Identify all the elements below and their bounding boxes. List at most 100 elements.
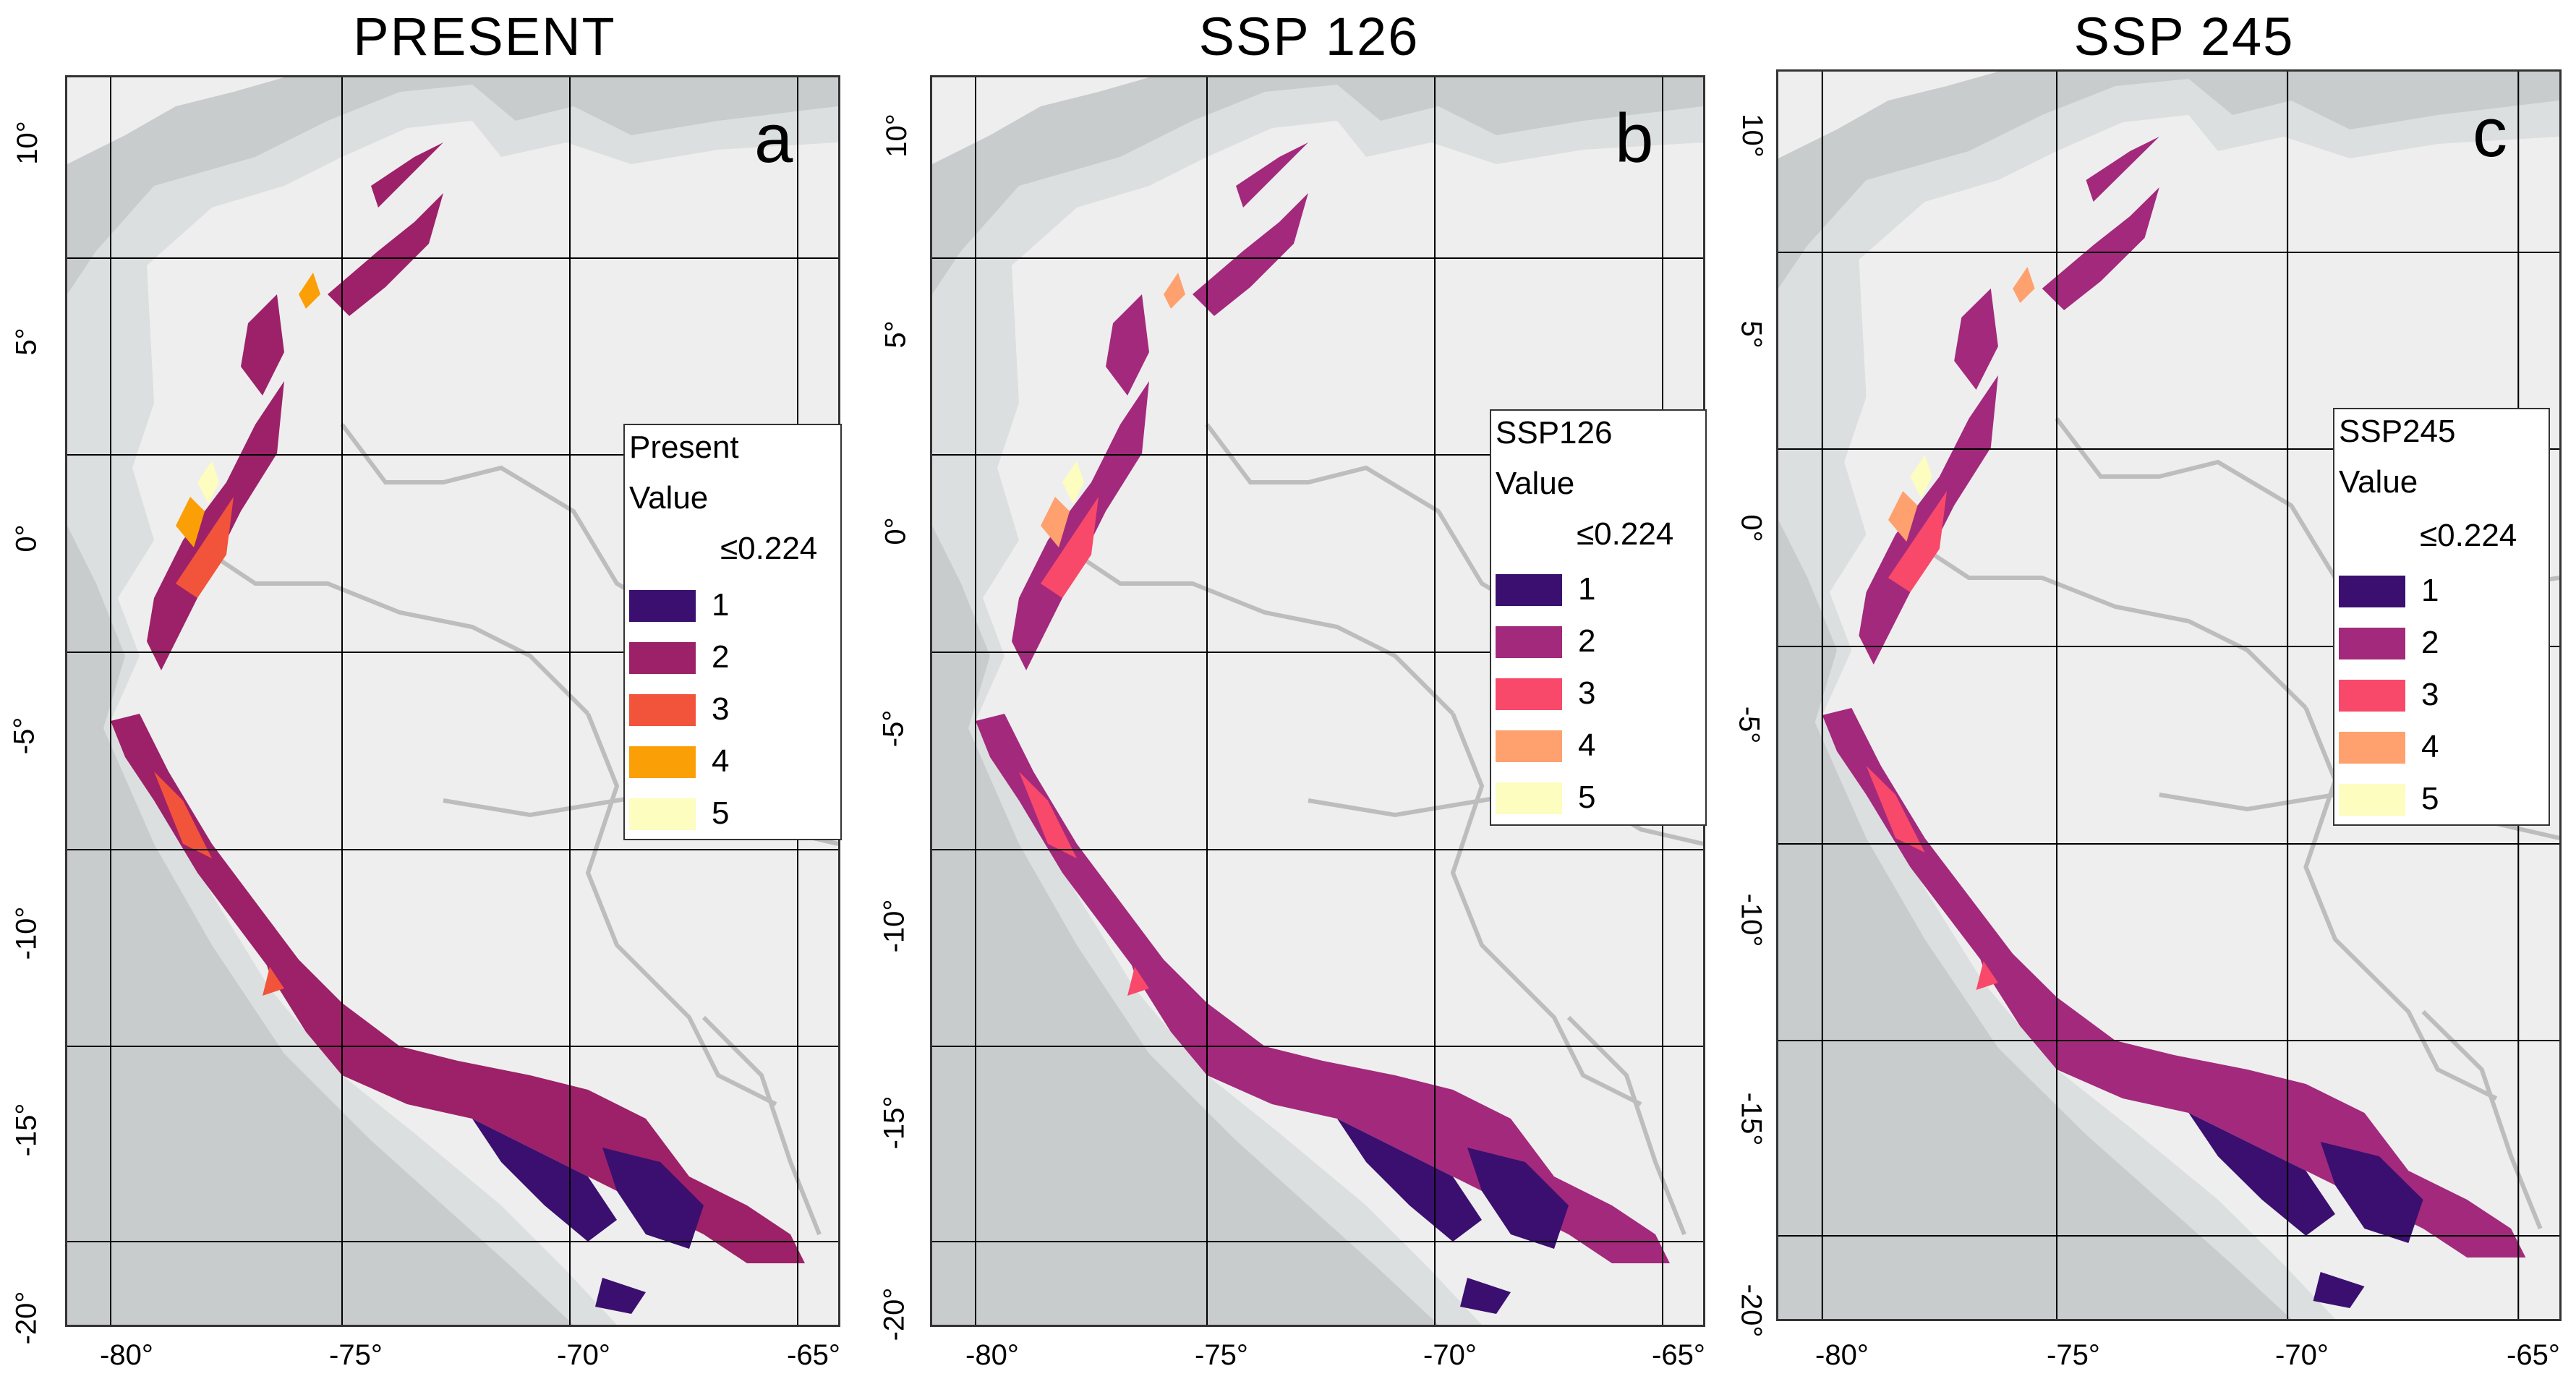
lat-label: -10° bbox=[1735, 893, 1767, 947]
legend-swatch bbox=[629, 694, 696, 726]
suitability-area bbox=[263, 967, 284, 996]
suitability-area bbox=[2320, 1142, 2423, 1243]
suitability-area bbox=[2188, 1113, 2335, 1236]
legend-label: 3 bbox=[1578, 675, 1596, 711]
panel-letter: a bbox=[754, 100, 793, 177]
suitability-area bbox=[371, 142, 443, 208]
legend-swatch bbox=[1496, 574, 1562, 606]
country-border bbox=[1075, 552, 1455, 716]
land bbox=[67, 77, 284, 164]
lon-label: -75° bbox=[329, 1339, 383, 1371]
legend-label: 5 bbox=[1578, 780, 1596, 815]
suitability-area bbox=[1193, 193, 1308, 316]
country-border bbox=[1923, 547, 2308, 710]
map-frame[interactable]: c bbox=[1776, 69, 2562, 1321]
lat-label: -15° bbox=[878, 1096, 910, 1150]
suitability-area bbox=[1019, 772, 1077, 858]
lat-label: 5° bbox=[879, 320, 912, 349]
suitability-area bbox=[1954, 289, 1998, 390]
high-suitability-area bbox=[299, 273, 320, 309]
suitability-area bbox=[176, 497, 234, 598]
lat-label: -20° bbox=[10, 1291, 43, 1345]
lat-label: 10° bbox=[880, 114, 913, 158]
legend-swatch bbox=[1496, 782, 1562, 814]
legend-label: 5 bbox=[712, 795, 730, 831]
legend-label: 3 bbox=[2421, 677, 2439, 712]
high-suitability-area bbox=[1888, 491, 1918, 542]
legend-swatch bbox=[2339, 680, 2405, 712]
legend-subtitle: Value bbox=[629, 480, 709, 516]
legend-label: 1 bbox=[712, 587, 730, 623]
lat-label: 10° bbox=[11, 121, 43, 165]
map-frame[interactable]: b bbox=[930, 75, 1705, 1327]
legend-swatch bbox=[2339, 732, 2405, 764]
legend-swatch bbox=[629, 590, 696, 622]
legend: SSP245 Value ≤0.224 1 2 3 4 5 bbox=[2333, 408, 2550, 826]
legend-title: Present bbox=[629, 430, 739, 465]
panel-title: SSP 126 bbox=[1198, 7, 1420, 67]
panel-letter: c bbox=[2473, 94, 2507, 171]
suitability-area bbox=[1460, 1278, 1511, 1314]
high-suitability-area bbox=[2013, 267, 2035, 303]
legend: SSP126 Value ≤0.224 1 2 3 4 5 bbox=[1490, 409, 1707, 826]
legend-swatch bbox=[1496, 678, 1562, 710]
lat-label: 0° bbox=[879, 517, 912, 545]
suitability-area bbox=[602, 1148, 704, 1249]
lon-label: -80° bbox=[1815, 1339, 1869, 1371]
legend-swatch bbox=[629, 798, 696, 830]
suitability-area bbox=[1106, 294, 1149, 396]
suitability-area bbox=[328, 193, 443, 316]
panel-title: PRESENT bbox=[353, 7, 616, 67]
lat-label: -5° bbox=[1733, 706, 1765, 744]
lon-label: -75° bbox=[1195, 1339, 1248, 1371]
lat-label: -5° bbox=[877, 709, 910, 748]
lat-label: -20° bbox=[1735, 1284, 1767, 1338]
suitability-area bbox=[1467, 1148, 1569, 1249]
legend-subtitle: Value bbox=[2339, 464, 2418, 500]
suitability-area bbox=[1236, 142, 1308, 208]
suitability-area bbox=[595, 1278, 646, 1314]
lat-label: -5° bbox=[8, 717, 40, 755]
legend-label: 2 bbox=[1578, 623, 1596, 659]
legend-label: 1 bbox=[1578, 571, 1596, 607]
legend-label: 1 bbox=[2421, 573, 2439, 608]
legend-swatch bbox=[1496, 626, 1562, 658]
legend-swatch bbox=[629, 746, 696, 778]
legend-swatch bbox=[2339, 784, 2405, 816]
panel-letter: b bbox=[1615, 100, 1654, 177]
lat-label: 0° bbox=[10, 524, 43, 552]
lon-label: -70° bbox=[1423, 1339, 1477, 1371]
high-suitability-area bbox=[197, 461, 219, 504]
legend-label: 4 bbox=[1578, 727, 1596, 763]
lat-label: 10° bbox=[1736, 114, 1768, 158]
lon-label: -65° bbox=[787, 1339, 840, 1371]
lon-label: -65° bbox=[2507, 1339, 2560, 1371]
country-border bbox=[1450, 712, 1642, 1106]
lat-label: -20° bbox=[878, 1287, 910, 1341]
legend-label: 2 bbox=[712, 639, 730, 675]
high-suitability-area bbox=[176, 497, 205, 547]
legend-min-label: ≤0.224 bbox=[720, 531, 818, 566]
legend-swatch bbox=[2339, 576, 2405, 607]
high-suitability-area bbox=[1164, 273, 1185, 309]
suitability-area bbox=[2313, 1272, 2365, 1308]
legend-swatch bbox=[2339, 628, 2405, 659]
legend: Present Value ≤0.224 1 2 3 4 5 bbox=[623, 424, 842, 840]
legend-min-label: ≤0.224 bbox=[2420, 518, 2517, 553]
suitability-area bbox=[1888, 491, 1948, 592]
high-suitability-area bbox=[1041, 497, 1070, 547]
legend-label: 4 bbox=[2421, 729, 2439, 764]
suitability-area bbox=[1866, 766, 1925, 853]
map-canvas bbox=[1778, 72, 2559, 1319]
legend-swatch bbox=[629, 642, 696, 674]
suitability-area bbox=[1337, 1119, 1482, 1242]
legend-subtitle: Value bbox=[1496, 466, 1575, 501]
legend-swatch bbox=[1496, 730, 1562, 762]
legend-label: 3 bbox=[712, 691, 730, 727]
lon-label: -70° bbox=[557, 1339, 610, 1371]
land bbox=[932, 77, 1149, 164]
panel-title: SSP 245 bbox=[2073, 7, 2295, 67]
lon-label: -75° bbox=[2047, 1339, 2100, 1371]
lat-label: 5° bbox=[10, 328, 43, 356]
legend-title: SSP245 bbox=[2339, 414, 2456, 449]
